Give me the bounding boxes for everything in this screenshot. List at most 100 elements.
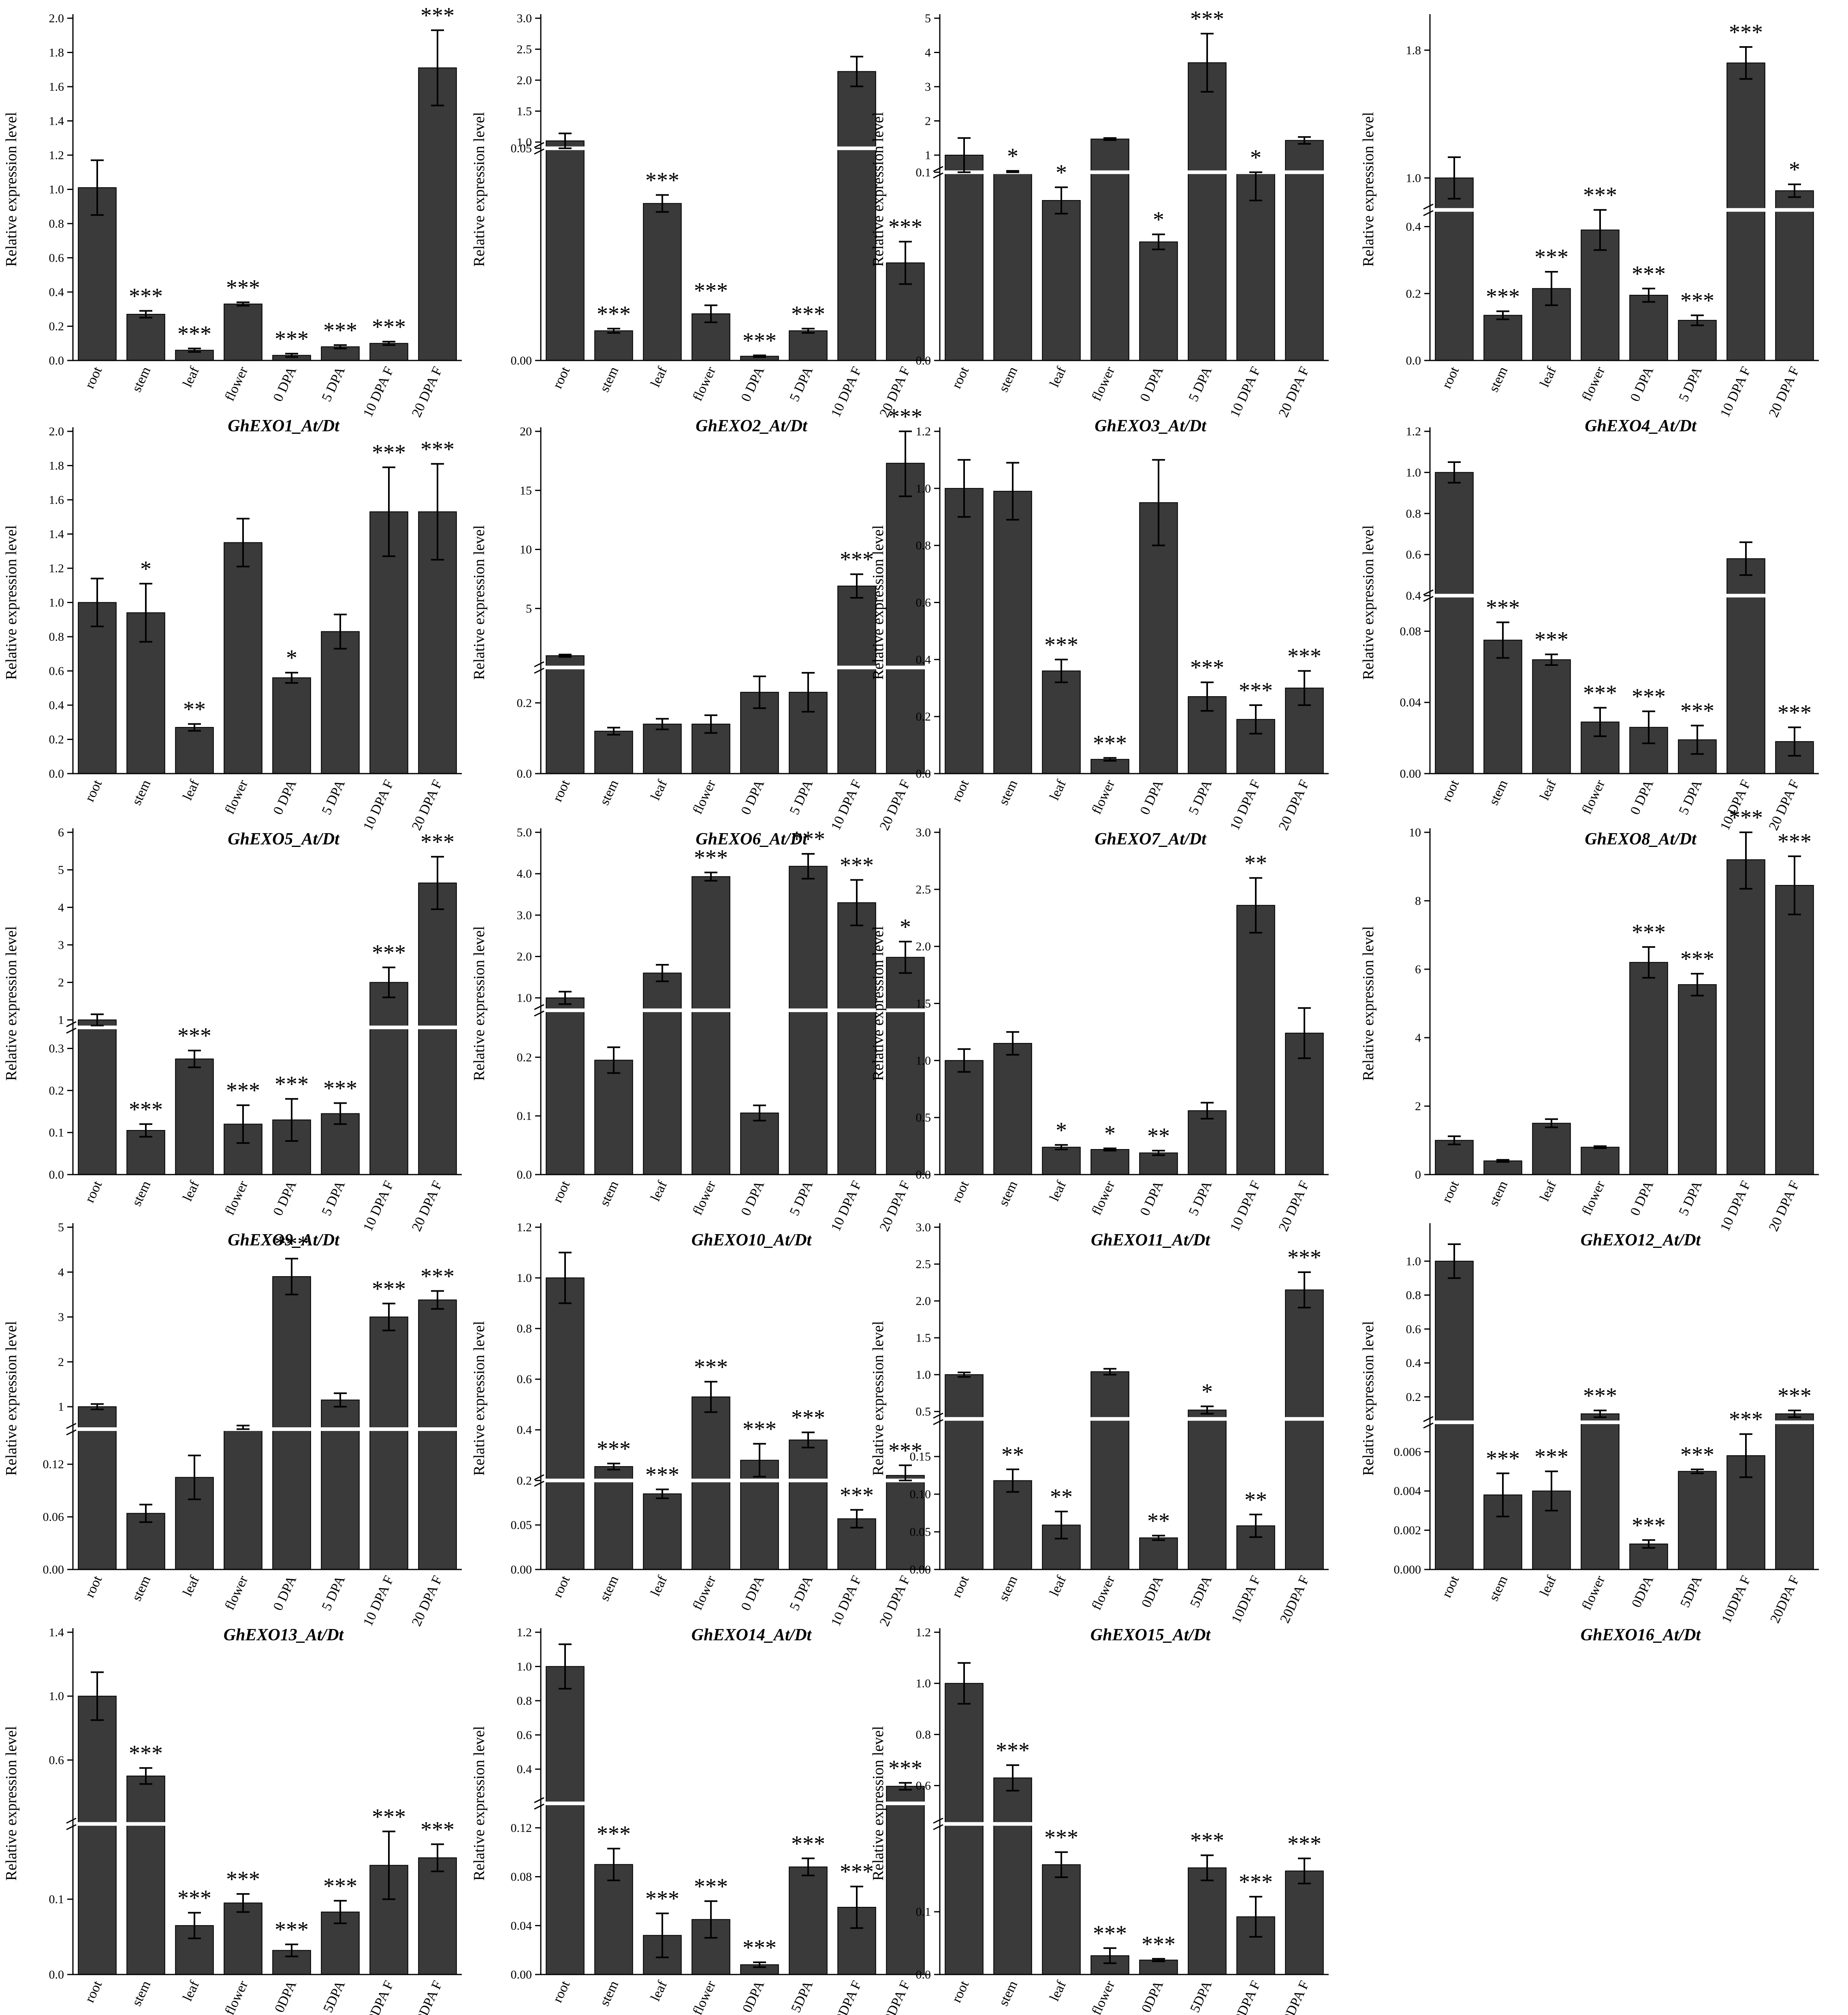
bar-20-dpa-f (1775, 885, 1814, 1175)
x-tick-label: 10 DPA F (828, 365, 865, 420)
chart-7: *** *** *** *** *** 0.0 0.2 0.4 0.6 0.8 1.0 1.2 Rela… (870, 425, 1329, 849)
y-tick-label: 0.1 (49, 1126, 64, 1139)
x-tick-label: leaf (180, 1978, 202, 2003)
significance-label: *** (1044, 632, 1078, 657)
x-tick-label: leaf (648, 1978, 670, 2003)
error-bar (382, 966, 395, 998)
x-tick-label: 20 DPA F (877, 778, 913, 833)
bar-20-dpa-f (1775, 190, 1814, 361)
significance-label: *** (372, 1276, 406, 1301)
bar-0-dpa (272, 677, 311, 774)
bar-root (78, 1695, 117, 1975)
significance-label: *** (888, 404, 922, 429)
error-bar (1055, 186, 1068, 215)
error-bar (850, 55, 863, 87)
bar-stem (126, 1130, 165, 1175)
y-tick-label: 0.0 (49, 767, 64, 780)
bar-flower (1090, 1371, 1129, 1570)
x-tick-label: 5 DPA (787, 777, 816, 817)
error-bar (1103, 1368, 1116, 1375)
x-tick-label: 20DPA F (1277, 1574, 1312, 1625)
y-axis-label: Relative expression level (3, 926, 20, 1081)
error-bar (1545, 271, 1558, 306)
y-tick-label: 0.4 (1406, 589, 1421, 603)
significance-label: *** (645, 1886, 679, 1911)
error-bar (188, 348, 201, 353)
error-bar (1103, 137, 1116, 141)
x-tick-label: flower (1579, 1178, 1608, 1218)
chart-title: GhEXO7_At/Dt (1095, 830, 1207, 849)
significance-label: *** (420, 3, 455, 28)
chart-1: *** *** *** *** *** *** *** 0.0 0.2 0.4 0.6 0.8 1.0 1… (3, 3, 462, 435)
chart-title: GhEXO10_At/Dt (691, 1231, 812, 1250)
y-tick-label: 0.04 (511, 1919, 532, 1932)
x-tick-label: 10 DPA F (828, 1179, 865, 1234)
bar-10-dpa-f (837, 902, 876, 1175)
y-tick-label: 1.0 (916, 1677, 931, 1690)
error-bar (1055, 1510, 1068, 1540)
error-bar (1788, 726, 1801, 757)
significance-label: *** (1729, 805, 1763, 830)
y-tick-label: 2.0 (916, 1294, 931, 1308)
error-bar (1594, 1409, 1607, 1418)
x-tick-label: leaf (1047, 364, 1069, 389)
significance-label: *** (1190, 1828, 1224, 1853)
significance-label: *** (177, 1886, 211, 1911)
significance-label: *** (323, 1874, 357, 1899)
bar-stem (594, 731, 633, 774)
x-tick-label: 0DPA (272, 1978, 299, 2015)
significance-label: *** (1680, 1442, 1714, 1467)
significance-label: *** (888, 215, 922, 240)
x-tick-label: 5 DPA (787, 1178, 816, 1218)
error-bar (958, 1371, 971, 1378)
bar-10-dpa-f (1726, 558, 1765, 774)
error-bar (1006, 1468, 1019, 1493)
y-tick-label: 1.0 (517, 1660, 532, 1674)
significance-label: *** (1534, 1444, 1568, 1469)
significance-label: *** (1287, 1831, 1321, 1856)
y-tick-label: 1.6 (49, 80, 64, 94)
significance-label: *** (420, 829, 455, 855)
x-tick-label: leaf (1047, 777, 1069, 802)
bar-0-dpa (272, 1276, 311, 1570)
y-tick-label: 0.8 (916, 539, 931, 552)
error-bar (382, 341, 395, 346)
error-bar (850, 573, 863, 599)
x-tick-label: stem (129, 778, 154, 808)
y-tick-label: 4 (925, 46, 931, 60)
y-tick-label: 0.0 (1406, 354, 1421, 367)
error-bar (1006, 462, 1019, 521)
bar-5dpa (1188, 1867, 1227, 1975)
x-tick-label: 5DPA (1677, 1573, 1705, 1610)
error-bar (1249, 704, 1262, 735)
significance-label: *** (1190, 6, 1224, 32)
error-bar (1055, 1144, 1068, 1151)
bar-root (1435, 1140, 1474, 1175)
bar-root (78, 187, 117, 361)
y-tick-label: 0.2 (1406, 287, 1421, 301)
chart-title: GhEXO15_At/Dt (1090, 1626, 1211, 1644)
y-tick-label: 0.6 (1406, 1322, 1421, 1336)
bar-flower (1090, 1149, 1129, 1175)
x-tick-label: flower (1089, 1978, 1118, 2015)
bar-leaf (1532, 1123, 1571, 1175)
significance-label: *** (323, 1076, 357, 1101)
y-tick-label: 8 (1415, 894, 1421, 908)
chart-10: **********0.00.10.21.02.03.04.05.0Relati… (471, 826, 930, 1250)
x-tick-label: 20 DPA F (1766, 778, 1803, 833)
x-tick-label: 10 DPA F (361, 1574, 397, 1629)
chart-title: GhEXO11_At/Dt (1091, 1231, 1210, 1250)
significance-label: *** (420, 1817, 455, 1842)
error-bar (1152, 459, 1165, 546)
bar-flower (224, 1429, 262, 1570)
x-tick-label: 0 DPA (1628, 777, 1657, 817)
significance-label: *** (597, 301, 631, 326)
axis-break-mark (1423, 1422, 1434, 1429)
error-bar (1201, 681, 1214, 712)
chart-5: ******* ***0.00.20.40.60.81.01.21.41.61.8… (3, 425, 462, 849)
axis-break-mark (534, 1480, 544, 1487)
chart-title: GhEXO16_At/Dt (1581, 1626, 1701, 1644)
error-bar (139, 1503, 152, 1523)
